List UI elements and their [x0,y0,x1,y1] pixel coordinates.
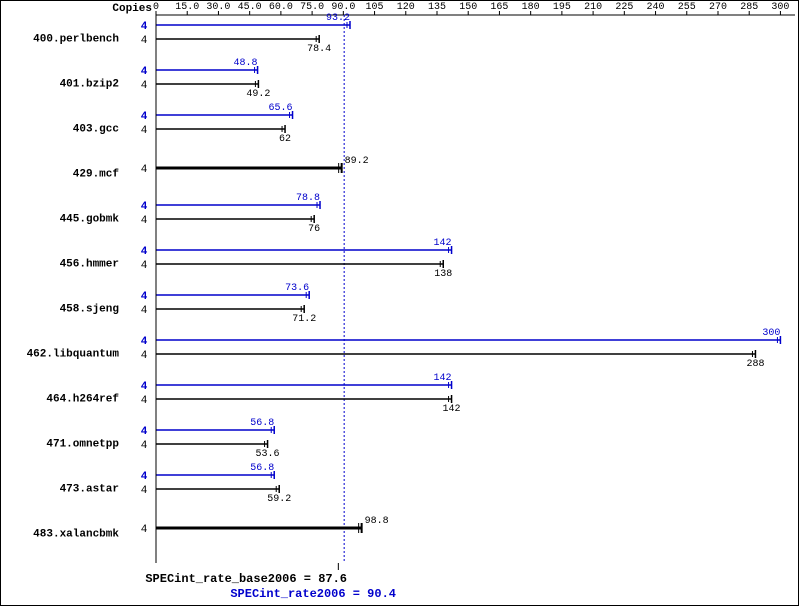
axis-tick-label: 210 [584,2,602,13]
benchmark-label: 400.perlbench [33,34,119,46]
spec-chart-svg: 0 15.0 30.0 45.0 60.0 75.0 90.0 105 120 135 150 165… [1,1,799,607]
copies-value: 4 [141,164,148,176]
axis-tick-label: 45.0 [238,2,262,13]
axis-tick-label: 120 [397,2,415,13]
copies-value-peak: 4 [141,336,148,348]
copies-value-peak: 4 [141,291,148,303]
value-label-peak: 56.8 [250,463,274,474]
value-label-base: 78.4 [307,44,331,55]
axis-tick-label: 15.0 [175,2,199,13]
copies-value-peak: 4 [141,381,148,393]
value-label-base: 142 [443,404,461,415]
value-label-peak: 65.6 [269,103,293,114]
value-label-base: 49.2 [246,89,270,100]
copies-value: 4 [141,524,148,536]
benchmark-label: 429.mcf [73,169,120,181]
axis-tick-label: 105 [366,2,384,13]
value-label-peak: 93.2 [326,13,350,24]
copies-value-peak: 4 [141,471,148,483]
copies-value-base: 4 [141,440,148,452]
axis-tick-label: 135 [428,2,446,13]
axis-tick-label: 0 [153,2,159,13]
copies-value-peak: 4 [141,246,148,258]
axis-tick-label: 270 [709,2,727,13]
axis-tick-label: 180 [522,2,540,13]
axis-tick-label: 225 [615,2,633,13]
value-label-peak: 78.8 [296,193,320,204]
axis-tick-label: 90.0 [331,2,355,13]
copies-value-base: 4 [141,125,148,137]
value-label-peak: 142 [434,373,452,384]
benchmark-label: 401.bzip2 [60,79,119,91]
value-label-peak: 73.6 [285,283,309,294]
benchmark-label: 456.hmmer [60,259,119,271]
copies-value-peak: 4 [141,111,148,123]
value-label: 98.8 [365,516,389,527]
value-label-base: 76 [308,224,320,235]
axis-tick-label: 195 [553,2,571,13]
value-label-base: 71.2 [292,314,316,325]
value-label-peak: 56.8 [250,418,274,429]
copies-value-base: 4 [141,395,148,407]
copies-value-base: 4 [141,215,148,227]
benchmark-label: 403.gcc [73,124,119,136]
copies-value-peak: 4 [141,66,148,78]
axis-tick-label: 165 [490,2,508,13]
benchmark-label: 483.xalancbmk [33,529,119,541]
value-label-peak: 48.8 [234,58,258,69]
benchmark-label: 471.omnetpp [46,439,119,451]
value-label-base: 53.6 [256,449,280,460]
benchmark-label: 445.gobmk [60,214,120,226]
copies-value-base: 4 [141,350,148,362]
axis-tick-label: 240 [647,2,665,13]
summary-peak: SPECint_rate2006 = 90.4 [230,587,396,601]
value-label-base: 138 [434,269,452,280]
copies-value-peak: 4 [141,426,148,438]
copies-value-peak: 4 [141,21,148,33]
value-label-base: 59.2 [267,494,291,505]
copies-value-base: 4 [141,305,148,317]
benchmark-label: 458.sjeng [60,304,119,316]
value-label-peak: 142 [434,238,452,249]
benchmark-label: 464.h264ref [46,394,119,406]
value-label-base: 288 [746,359,764,370]
value-label-peak: 300 [762,328,780,339]
copies-value-base: 4 [141,80,148,92]
axis-tick-label: 255 [678,2,696,13]
copies-value-peak: 4 [141,201,148,213]
axis-tick-label: 60.0 [269,2,293,13]
copies-value-base: 4 [141,35,148,47]
axis-tick-label: 285 [740,2,758,13]
summary-base: SPECint_rate_base2006 = 87.6 [145,572,347,586]
axis-tick-label: 75.0 [300,2,324,13]
benchmark-label: 462.libquantum [27,349,120,361]
axis-tick-label: 150 [459,2,477,13]
axis-tick-label: 300 [771,2,789,13]
copies-value-base: 4 [141,485,148,497]
axis-tick-label: 30.0 [206,2,230,13]
copies-header: Copies [112,3,152,15]
spec-chart-container: 0 15.0 30.0 45.0 60.0 75.0 90.0 105 120 135 150 165… [0,0,799,606]
value-label-base: 62 [279,134,291,145]
value-label: 89.2 [345,156,369,167]
copies-value-base: 4 [141,260,148,272]
benchmark-label: 473.astar [60,484,119,496]
